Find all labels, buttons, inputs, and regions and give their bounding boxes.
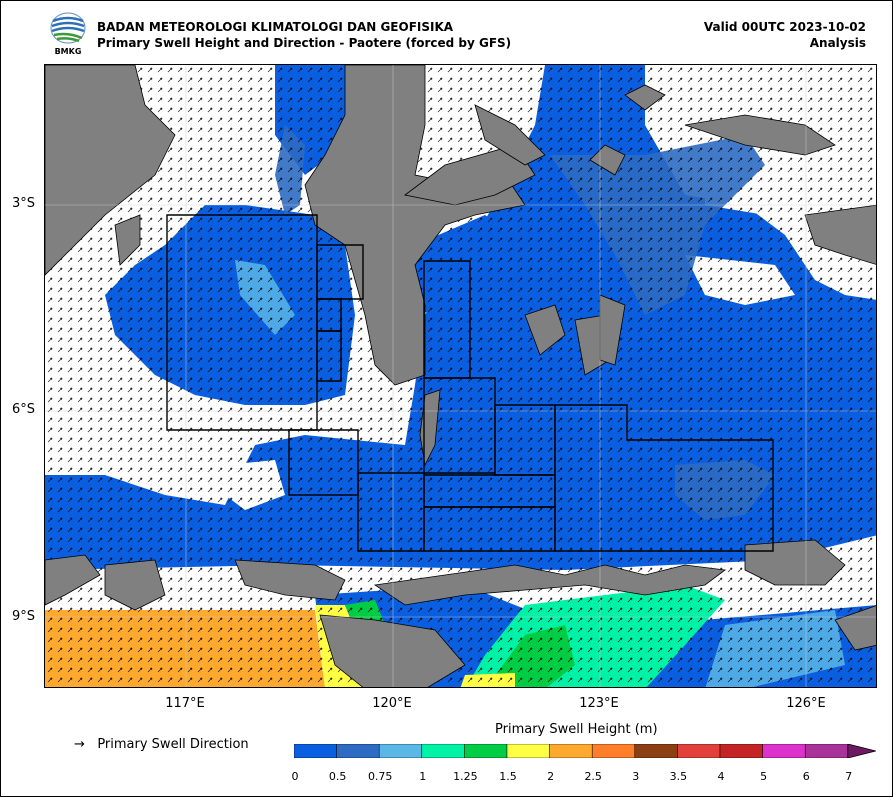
direction-legend-label: Primary Swell Direction [97, 737, 249, 752]
header-left: BADAN METEOROLOGI KLIMATOLOGI DAN GEOFIS… [97, 19, 511, 51]
swell-map [44, 64, 877, 688]
colorbar-label: 5 [760, 770, 768, 783]
colorbar-segment [294, 744, 337, 758]
lat-tick-6s: 6°S [12, 402, 36, 417]
colorbar-label: 0.5 [328, 770, 347, 783]
colorbar-segment [634, 744, 678, 758]
analysis-mode: Analysis [809, 36, 866, 50]
colorbar-segment [421, 744, 465, 758]
land-masses [45, 65, 876, 687]
colorbar-label: 3.5 [669, 770, 688, 783]
colorbar-extend-arrow [847, 744, 876, 758]
direction-legend: → Primary Swell Direction [74, 737, 249, 752]
lon-tick-123e: 123°E [579, 696, 619, 711]
lat-tick-9s: 9°S [12, 609, 36, 624]
colorbar-label: 2.5 [584, 770, 602, 783]
colorbar-label: 0 [291, 770, 299, 783]
lon-tick-117e: 117°E [165, 696, 205, 711]
colorbar-label: 7 [845, 770, 853, 783]
colorbar-segment [378, 744, 423, 758]
colorbar-segment [506, 744, 550, 758]
graticule [45, 65, 876, 687]
arrow-right-icon: → [74, 737, 85, 752]
colorbar-segment [464, 744, 508, 758]
colorbar-label: 6 [802, 770, 810, 783]
colorbar-segment [804, 744, 849, 758]
colorbar-segment [549, 744, 593, 758]
lon-tick-120e: 120°E [372, 696, 412, 711]
logo-text: BMKG [55, 47, 82, 56]
product-title: Primary Swell Height and Direction - Pao… [97, 36, 512, 50]
bmkg-logo-icon: BMKG [48, 12, 88, 56]
colorbar-label: 0.75 [367, 770, 393, 783]
colorbar-segment [719, 744, 763, 758]
colorbar-title: Primary Swell Height (m) [495, 722, 658, 737]
colorbar-label: 1.5 [499, 770, 517, 783]
colorbar-segment [677, 744, 721, 758]
valid-time: Valid 00UTC 2023-10-02 [703, 20, 866, 34]
colorbar-segment [591, 744, 636, 758]
colorbar-label: 1 [419, 770, 427, 783]
borneo-land [45, 65, 176, 276]
colorbar-segment [762, 744, 806, 758]
agency-title: BADAN METEOROLOGI KLIMATOLOGI DAN GEOFIS… [97, 20, 454, 34]
header-right: Valid 00UTC 2023-10-02 Analysis [704, 19, 866, 51]
lon-tick-126e: 126°E [786, 696, 826, 711]
lat-tick-3s: 3°S [12, 196, 36, 211]
colorbar-segment [336, 744, 380, 758]
colorbar-label: 4 [717, 770, 725, 783]
colorbar-label: 2 [547, 770, 555, 783]
colorbar [294, 744, 876, 758]
forecast-zone-boxes [166, 214, 774, 552]
colorbar-label: 3 [632, 770, 640, 783]
colorbar-label: 1.25 [453, 770, 478, 783]
